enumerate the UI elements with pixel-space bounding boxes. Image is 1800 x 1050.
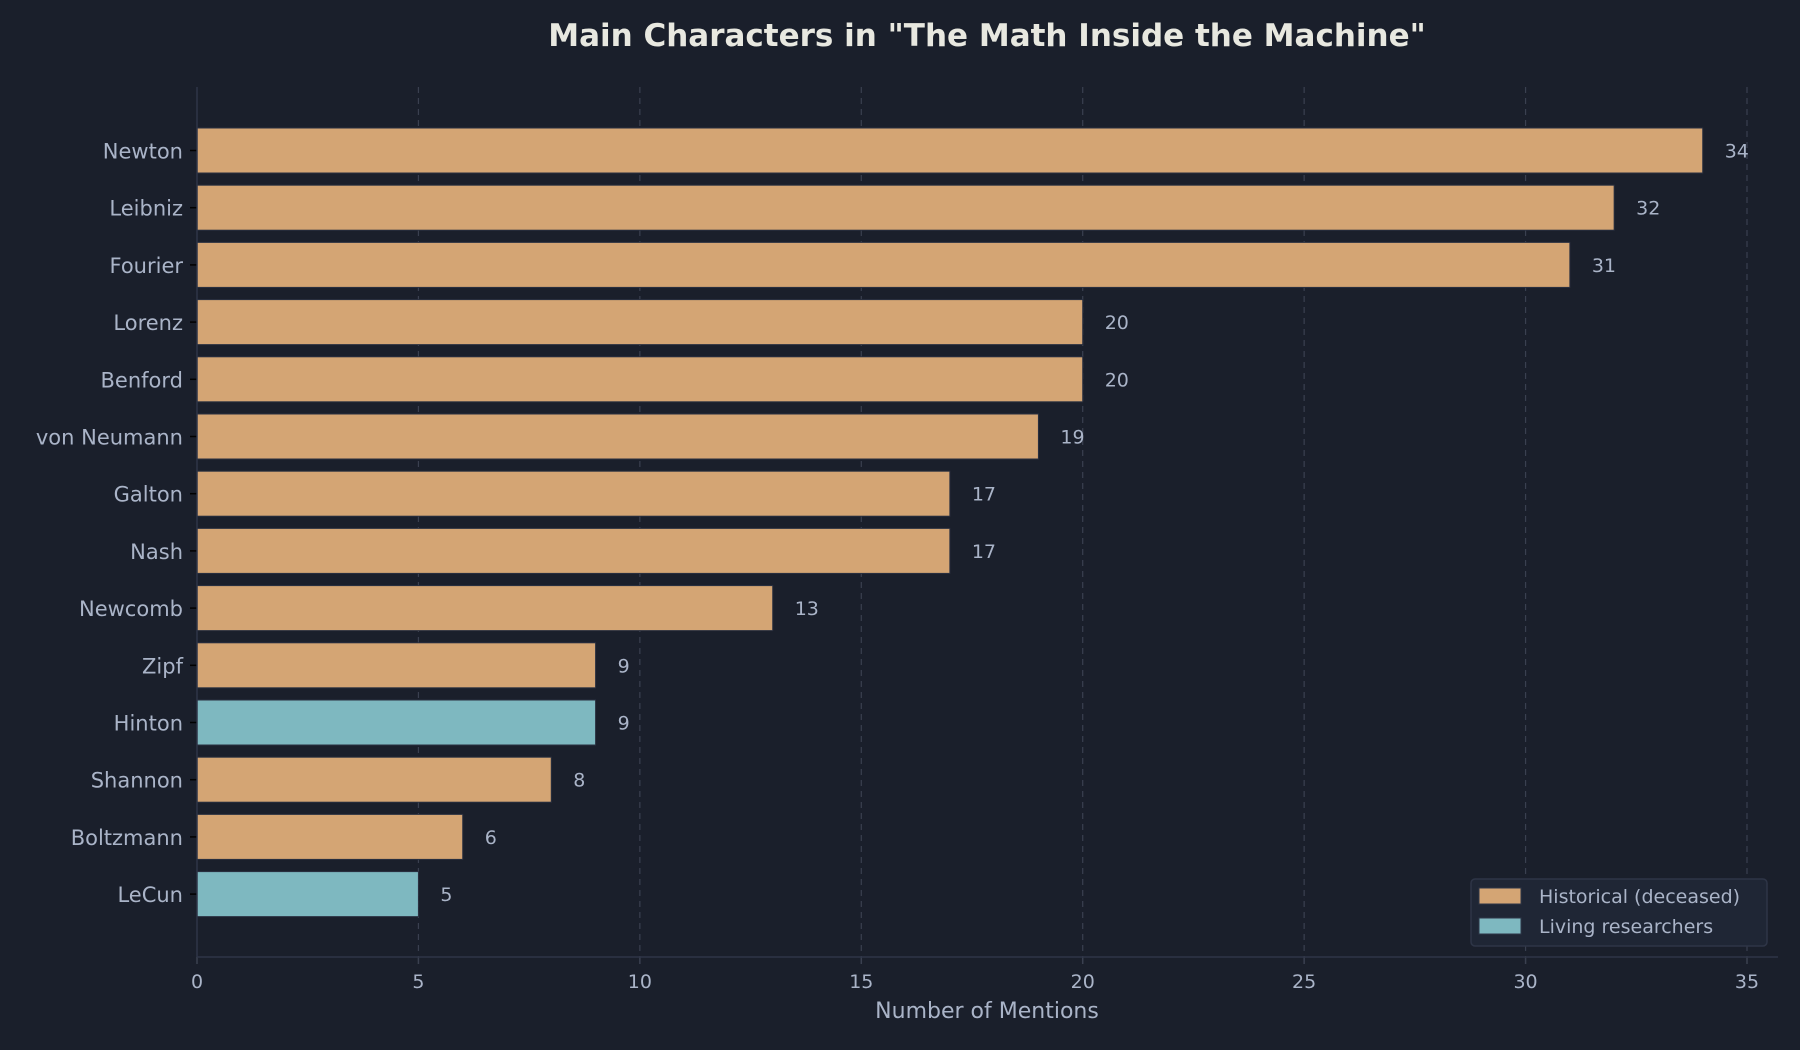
x-axis-label: Number of Mentions bbox=[875, 999, 1099, 1024]
data-label: 6 bbox=[485, 827, 497, 849]
x-tick-label: 0 bbox=[191, 971, 203, 993]
x-tick-label: 35 bbox=[1735, 971, 1759, 993]
chart-title: Main Characters in "The Math Inside the … bbox=[548, 18, 1426, 54]
y-tick-label: Shannon bbox=[91, 769, 183, 793]
x-tick-label: 30 bbox=[1513, 971, 1537, 993]
bar-zipf bbox=[196, 642, 597, 689]
data-label: 9 bbox=[618, 713, 630, 735]
bar-nash bbox=[196, 527, 951, 574]
y-tick-label: Galton bbox=[114, 483, 183, 507]
y-tick-label: Benford bbox=[101, 368, 183, 392]
x-tick-label: 20 bbox=[1071, 971, 1095, 993]
data-label: 17 bbox=[972, 484, 996, 506]
axes: 0 5 10 15 20 25 30 35 Newton Leibniz Fourier Lorenz… bbox=[36, 87, 1778, 993]
legend-swatch-living bbox=[1478, 917, 1522, 935]
legend-box bbox=[1470, 878, 1768, 947]
data-label: 9 bbox=[618, 655, 630, 677]
bar-lecun bbox=[196, 871, 419, 918]
data-label: 32 bbox=[1636, 198, 1660, 220]
data-label: 20 bbox=[1105, 369, 1129, 391]
bar-newcomb bbox=[196, 585, 774, 632]
bar-hinton bbox=[196, 699, 597, 746]
bar-shannon bbox=[196, 756, 552, 803]
legend-label-living: Living researchers bbox=[1539, 916, 1713, 938]
bar-lorenz bbox=[196, 299, 1084, 346]
bar-fourier bbox=[196, 241, 1571, 288]
data-label: 19 bbox=[1060, 427, 1084, 449]
bar-newton bbox=[196, 127, 1704, 174]
x-tick-label: 10 bbox=[628, 971, 652, 993]
data-label: 31 bbox=[1592, 255, 1616, 277]
x-tick-label: 15 bbox=[849, 971, 873, 993]
y-tick-label: Boltzmann bbox=[71, 826, 183, 850]
y-tick-label: Newcomb bbox=[79, 597, 183, 621]
legend-swatch-historical bbox=[1478, 887, 1522, 905]
data-label: 20 bbox=[1105, 312, 1129, 334]
y-tick-label: Newton bbox=[103, 140, 183, 164]
data-label: 17 bbox=[972, 541, 996, 563]
data-label: 34 bbox=[1725, 141, 1749, 163]
y-tick-label: Lorenz bbox=[113, 311, 183, 335]
legend: Historical (deceased) Living researchers bbox=[1470, 878, 1768, 947]
bar-leibniz bbox=[196, 184, 1615, 231]
grid bbox=[417, 87, 1748, 957]
x-tick-label: 5 bbox=[412, 971, 424, 993]
bars: 34 32 31 20 20 19 17 17 13 9 9 8 6 5 bbox=[196, 127, 1749, 918]
y-tick-label: Leibniz bbox=[109, 197, 183, 221]
y-tick-label: LeCun bbox=[117, 883, 183, 907]
y-tick-label: von Neumann bbox=[36, 426, 183, 450]
y-tick-label: Fourier bbox=[109, 254, 183, 278]
y-tick-label: Zipf bbox=[142, 654, 184, 678]
data-label: 13 bbox=[795, 598, 819, 620]
bar-galton bbox=[196, 470, 951, 517]
data-label: 5 bbox=[440, 884, 452, 906]
data-label: 8 bbox=[573, 770, 585, 792]
bar-von-neumann bbox=[196, 413, 1039, 460]
bar-benford bbox=[196, 356, 1084, 403]
y-tick-label: Hinton bbox=[114, 712, 183, 736]
y-tick-label: Nash bbox=[130, 540, 183, 564]
bar-boltzmann bbox=[196, 813, 464, 860]
x-tick-label: 25 bbox=[1292, 971, 1316, 993]
legend-label-historical: Historical (deceased) bbox=[1539, 886, 1740, 908]
